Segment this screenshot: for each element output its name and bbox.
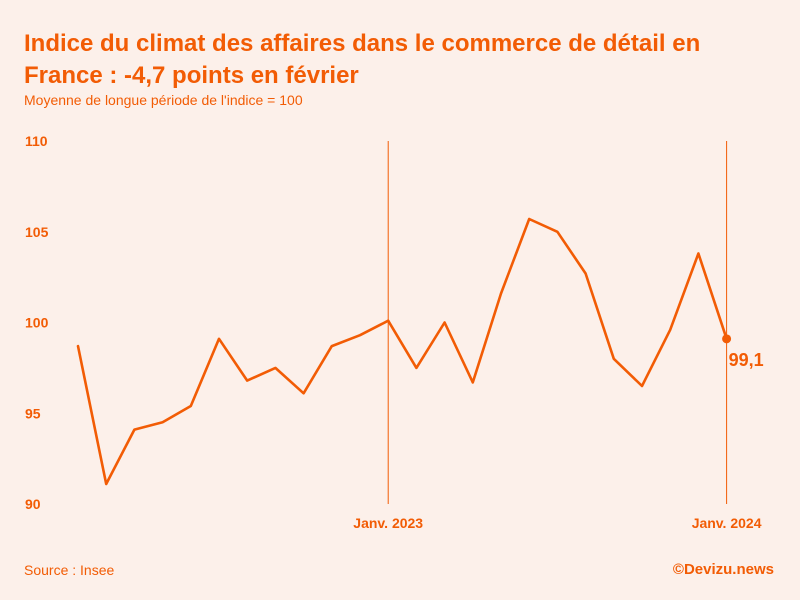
last-value-label: 99,1 (729, 350, 764, 370)
chart-subtitle: Moyenne de longue période de l'indice = … (24, 92, 303, 108)
series-line (76, 217, 728, 486)
chart-title: Indice du climat des affaires dans le co… (24, 30, 701, 89)
last-point-marker (722, 334, 732, 344)
y-tick-label: 90 (25, 496, 41, 512)
y-tick-label: 110 (25, 133, 48, 149)
y-tick-label: 105 (25, 224, 49, 240)
x-tick-label: Janv. 2024 (692, 515, 762, 531)
y-tick-label: 100 (25, 315, 49, 331)
source-note: Source : Insee (24, 562, 115, 578)
brand-credit: ©Devizu.news (672, 561, 774, 578)
x-tick-label: Janv. 2023 (353, 515, 423, 531)
y-tick-label: 95 (25, 405, 41, 421)
